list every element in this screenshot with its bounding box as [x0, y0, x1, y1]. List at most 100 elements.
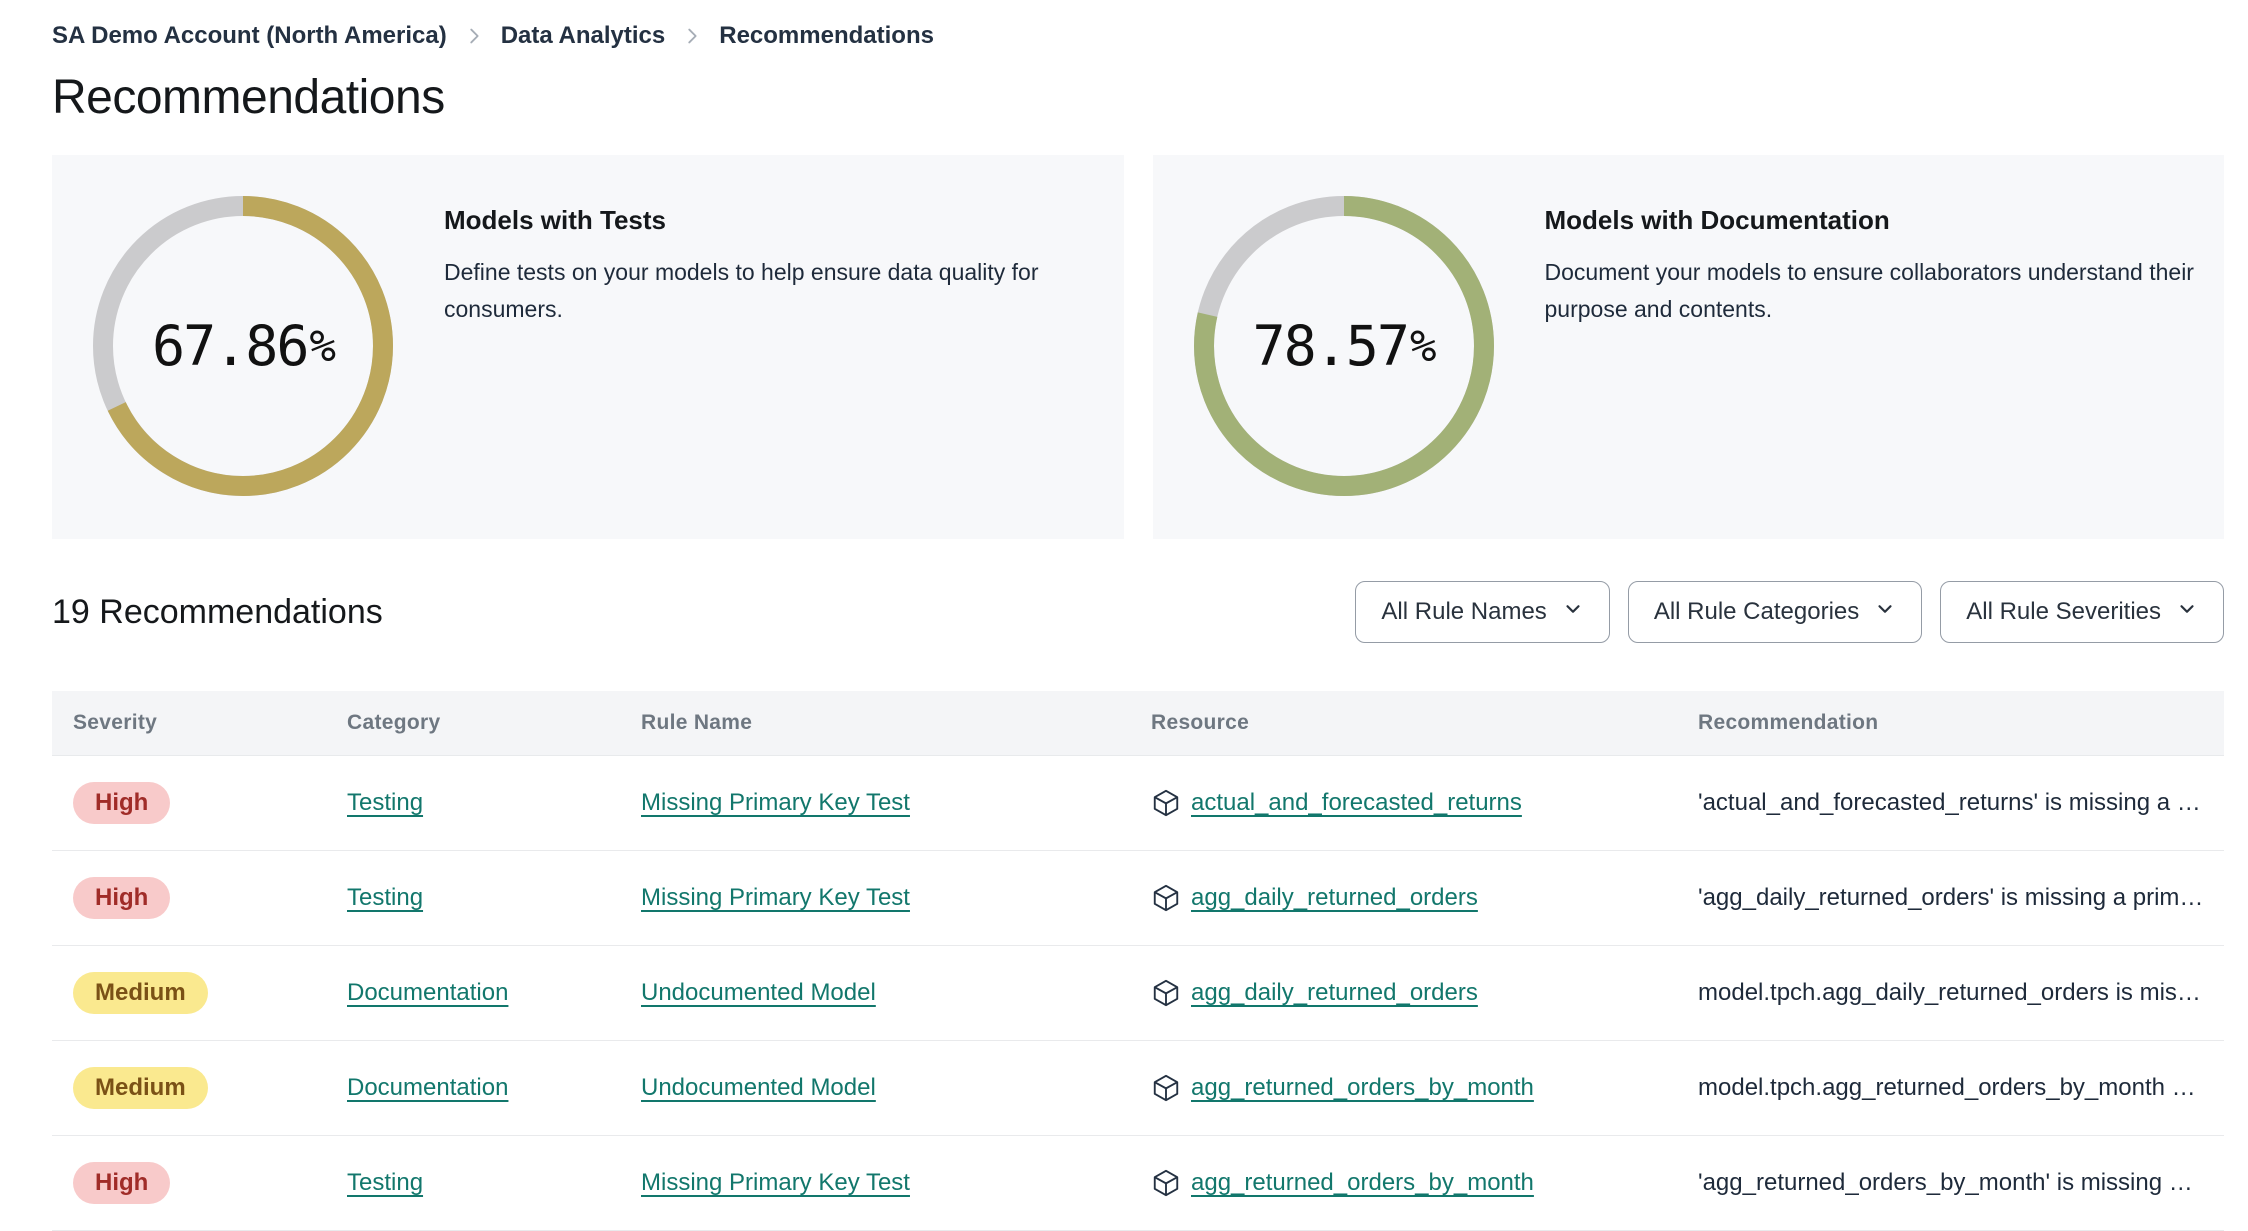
card-text: Models with Tests Define tests on your m…	[444, 193, 1094, 328]
percent-sign: %	[1410, 320, 1436, 372]
chevron-down-icon	[1874, 598, 1896, 627]
model-cube-icon	[1151, 1073, 1181, 1103]
resource-cell: agg_daily_returned_orders	[1130, 883, 1677, 913]
recommendation-text: 'agg_daily_returned_orders' is missing a…	[1698, 884, 2204, 911]
rule-name-cell: Undocumented Model	[620, 979, 1130, 1007]
recommendations-count: 19 Recommendations	[52, 592, 383, 631]
column-header-category: Category	[347, 711, 441, 734]
category-link[interactable]: Testing	[347, 1169, 424, 1196]
resource-link[interactable]: agg_daily_returned_orders	[1191, 884, 1478, 911]
severity-cell: Medium	[52, 1067, 326, 1109]
filter-label: All Rule Names	[1381, 598, 1547, 625]
breadcrumb: SA Demo Account (North America) Data Ana…	[52, 22, 2224, 50]
chevron-right-icon	[681, 25, 703, 47]
recommendation-text: model.tpch.agg_returned_orders_by_month …	[1698, 1074, 2196, 1101]
severity-badge: Medium	[73, 1067, 208, 1109]
filters: All Rule Names All Rule Categories All R…	[1355, 581, 2224, 643]
percent-sign: %	[309, 320, 336, 372]
filter-rule-severities[interactable]: All Rule Severities	[1940, 581, 2224, 643]
card-description: Define tests on your models to help ensu…	[444, 259, 1039, 322]
rule-name-link[interactable]: Missing Primary Key Test	[641, 1169, 910, 1196]
donut-percent-value: 78.57	[1252, 314, 1410, 378]
resource-cell: actual_and_forecasted_returns	[1130, 788, 1677, 818]
category-link[interactable]: Documentation	[347, 1074, 509, 1101]
tests-donut-chart: 67.86%	[90, 193, 396, 499]
filter-label: All Rule Categories	[1653, 598, 1860, 625]
chevron-down-icon	[2176, 598, 2198, 627]
documentation-donut-chart: 78.57%	[1191, 193, 1497, 499]
severity-badge: High	[73, 1162, 171, 1204]
resource-link[interactable]: actual_and_forecasted_returns	[1191, 789, 1522, 816]
models-with-documentation-card: 78.57% Models with Documentation Documen…	[1152, 155, 2224, 539]
rule-name-cell: Missing Primary Key Test	[620, 884, 1130, 912]
rule-name-cell: Undocumented Model	[620, 1074, 1130, 1102]
list-toolbar: 19 Recommendations All Rule Names All Ru…	[52, 581, 2224, 643]
breadcrumb-project[interactable]: Data Analytics	[500, 22, 666, 49]
rule-name-link[interactable]: Undocumented Model	[641, 979, 876, 1006]
model-cube-icon	[1151, 1168, 1181, 1198]
models-with-tests-card: 67.86% Models with Tests Define tests on…	[52, 155, 1124, 539]
table-row: High Testing Missing Primary Key Test ag…	[52, 1136, 2224, 1231]
resource-cell: agg_returned_orders_by_month	[1130, 1073, 1677, 1103]
resource-cell: agg_daily_returned_orders	[1130, 978, 1677, 1008]
column-header-recommendation: Recommendation	[1698, 711, 1879, 734]
rule-name-link[interactable]: Missing Primary Key Test	[641, 884, 910, 911]
table-row: Medium Documentation Undocumented Model …	[52, 1041, 2224, 1136]
breadcrumb-current: Recommendations	[719, 22, 934, 49]
chevron-right-icon	[463, 25, 485, 47]
donut-percent-label: 78.57%	[1191, 193, 1497, 499]
table-row: High Testing Missing Primary Key Test ag…	[52, 851, 2224, 946]
donut-percent-value: 67.86	[151, 314, 310, 378]
recommendations-table: Severity Category Rule Name Resource Rec…	[52, 691, 2224, 1231]
severity-cell: High	[52, 782, 326, 824]
table-row: Medium Documentation Undocumented Model …	[52, 946, 2224, 1041]
filter-label: All Rule Severities	[1966, 598, 2161, 625]
breadcrumb-account[interactable]: SA Demo Account (North America)	[52, 22, 447, 49]
rule-name-link[interactable]: Undocumented Model	[641, 1074, 876, 1101]
filter-rule-categories[interactable]: All Rule Categories	[1627, 581, 1923, 643]
table-body: High Testing Missing Primary Key Test ac…	[52, 756, 2224, 1231]
page-title: Recommendations	[52, 71, 445, 124]
category-link[interactable]: Testing	[347, 789, 424, 816]
recommendation-text: model.tpch.agg_daily_returned_orders is …	[1698, 979, 2201, 1006]
rule-name-link[interactable]: Missing Primary Key Test	[641, 789, 910, 816]
card-title: Models with Documentation	[1544, 205, 1890, 235]
card-description: Document your models to ensure collabora…	[1544, 259, 2194, 322]
donut-percent-label: 67.86%	[90, 193, 396, 499]
model-cube-icon	[1151, 883, 1181, 913]
category-cell: Testing	[326, 1169, 620, 1197]
table-header: Severity Category Rule Name Resource Rec…	[52, 691, 2224, 756]
category-cell: Testing	[326, 884, 620, 912]
severity-cell: High	[52, 1162, 326, 1204]
rule-name-cell: Missing Primary Key Test	[620, 789, 1130, 817]
filter-rule-names[interactable]: All Rule Names	[1355, 581, 1610, 643]
severity-badge: High	[73, 782, 171, 824]
model-cube-icon	[1151, 788, 1181, 818]
column-header-resource: Resource	[1151, 711, 1250, 734]
category-cell: Testing	[326, 789, 620, 817]
resource-cell: agg_returned_orders_by_month	[1130, 1168, 1677, 1198]
category-link[interactable]: Documentation	[347, 979, 509, 1006]
category-cell: Documentation	[326, 979, 620, 1007]
severity-badge: High	[73, 877, 171, 919]
resource-link[interactable]: agg_daily_returned_orders	[1191, 979, 1478, 1006]
severity-cell: High	[52, 877, 326, 919]
category-cell: Documentation	[326, 1074, 620, 1102]
recommendation-text: 'agg_returned_orders_by_month' is missin…	[1698, 1169, 2193, 1196]
category-link[interactable]: Testing	[347, 884, 424, 911]
table-row: High Testing Missing Primary Key Test ac…	[52, 756, 2224, 851]
severity-cell: Medium	[52, 972, 326, 1014]
card-text: Models with Documentation Document your …	[1545, 193, 2195, 328]
column-header-severity: Severity	[73, 711, 158, 734]
severity-badge: Medium	[73, 972, 208, 1014]
chevron-down-icon	[1562, 598, 1584, 627]
card-title: Models with Tests	[444, 205, 666, 235]
resource-link[interactable]: agg_returned_orders_by_month	[1191, 1074, 1534, 1101]
model-cube-icon	[1151, 978, 1181, 1008]
column-header-rule-name: Rule Name	[641, 711, 753, 734]
stat-cards: 67.86% Models with Tests Define tests on…	[52, 155, 2224, 539]
resource-link[interactable]: agg_returned_orders_by_month	[1191, 1169, 1534, 1196]
rule-name-cell: Missing Primary Key Test	[620, 1169, 1130, 1197]
recommendation-text: 'actual_and_forecasted_returns' is missi…	[1698, 789, 2201, 816]
